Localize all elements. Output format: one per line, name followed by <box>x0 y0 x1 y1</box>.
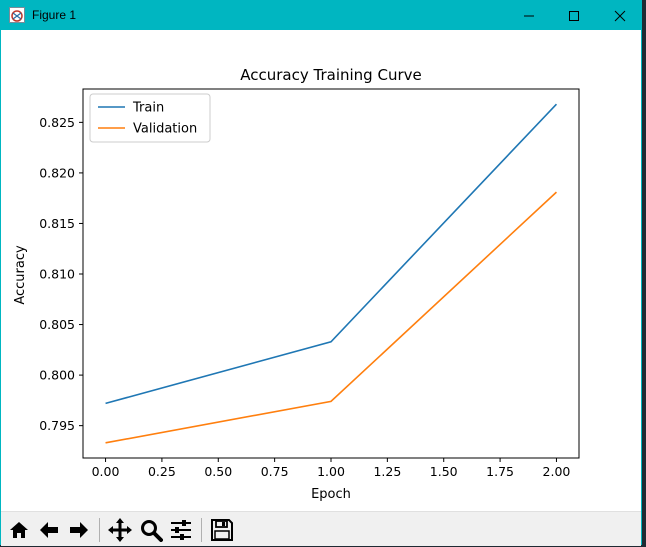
x-tick-label: 2.00 <box>543 464 571 479</box>
minimize-icon <box>524 15 534 16</box>
zoom-button[interactable] <box>137 516 165 544</box>
zoom-icon <box>141 520 163 542</box>
toolbar-separator <box>99 518 100 542</box>
y-tick-label: 0.795 <box>39 418 75 433</box>
close-icon <box>614 10 626 21</box>
y-tick-label: 0.820 <box>39 165 75 180</box>
y-tick-label: 0.805 <box>39 317 75 332</box>
x-tick-label: 1.75 <box>486 464 514 479</box>
title-bar[interactable]: Figure 1 <box>1 1 641 30</box>
series-line-train <box>105 103 558 405</box>
x-tick-label: 0.50 <box>204 464 232 479</box>
close-button[interactable] <box>597 1 643 30</box>
accuracy-chart: Accuracy Training Curve 0.00 0.25 0.50 0.75… <box>13 66 580 502</box>
x-tick-label: 0.00 <box>92 464 120 479</box>
x-tick-label: 0.25 <box>148 464 176 479</box>
legend-label: Train <box>132 101 164 116</box>
x-tick-label: 1.25 <box>373 464 401 479</box>
forward-button[interactable] <box>65 516 93 544</box>
legend-box <box>89 93 211 143</box>
legend: Train Validation <box>89 93 211 143</box>
legend-label: Validation <box>133 122 197 137</box>
maximize-button[interactable] <box>551 1 597 30</box>
configure-subplots-icon <box>171 520 191 540</box>
x-axis-label: Epoch <box>311 487 351 502</box>
y-tick-label: 0.815 <box>39 216 75 231</box>
chart-title: Accuracy Training Curve <box>240 66 421 84</box>
toolbar-separator <box>201 518 202 542</box>
window-title: Figure 1 <box>32 8 77 22</box>
plot-canvas[interactable]: Accuracy Training Curve 0.00 0.25 0.50 0.75… <box>1 30 641 511</box>
y-tick-label: 0.810 <box>39 267 75 282</box>
x-tick-label: 1.00 <box>317 464 345 479</box>
pan-icon <box>108 518 132 542</box>
minimize-button[interactable] <box>506 1 552 30</box>
series-line-validation <box>105 191 557 444</box>
configure-subplots-button[interactable] <box>167 516 195 544</box>
forward-icon <box>70 522 88 538</box>
pan-button[interactable] <box>106 516 134 544</box>
home-icon <box>10 522 28 538</box>
back-button[interactable] <box>35 516 63 544</box>
save-button[interactable] <box>208 516 236 544</box>
save-icon <box>211 519 233 541</box>
app-icon <box>9 7 25 23</box>
home-button[interactable] <box>5 516 33 544</box>
maximize-icon <box>569 10 579 21</box>
x-tick-label: 1.50 <box>430 464 458 479</box>
axes-frame <box>82 88 580 459</box>
y-tick-label: 0.800 <box>39 368 75 383</box>
y-axis-label: Accuracy <box>13 245 28 305</box>
y-tick-label: 0.825 <box>39 115 75 130</box>
navigation-toolbar <box>1 511 641 546</box>
x-tick-label: 0.75 <box>261 464 289 479</box>
back-icon <box>40 522 58 538</box>
